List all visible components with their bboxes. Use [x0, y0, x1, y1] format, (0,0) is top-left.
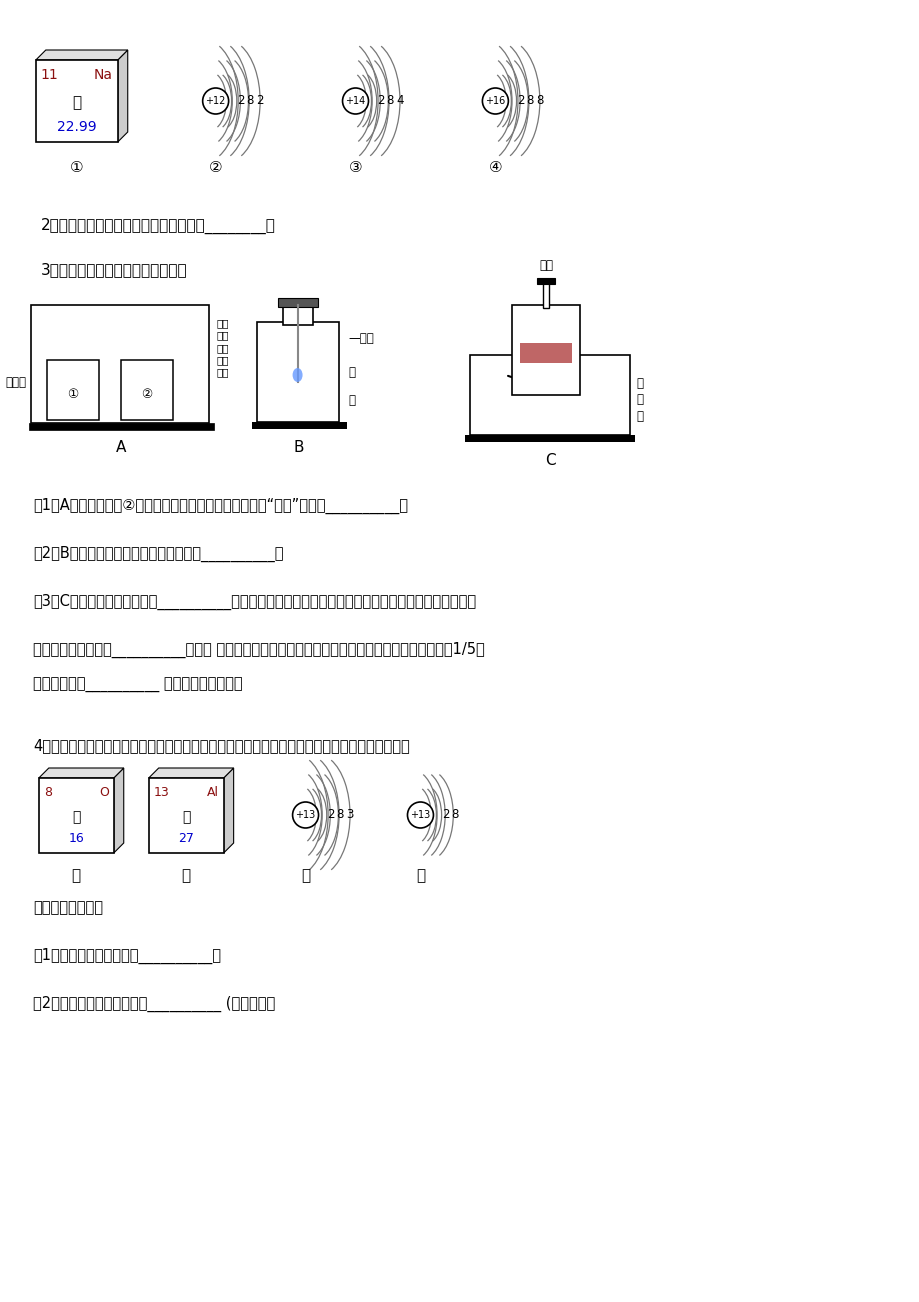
- Text: 甲: 甲: [72, 868, 81, 883]
- Text: 8: 8: [386, 95, 393, 108]
- Text: 丁: 丁: [415, 868, 425, 883]
- Text: 种现象说明氮气具有__________的性质 若从烧杯中进入集气瓶内水的体积明显小于瓶内原空气体积的1/5，: 种现象说明氮气具有__________的性质 若从烧杯中进入集气瓶内水的体积明显…: [33, 642, 484, 659]
- Text: 水: 水: [348, 393, 355, 406]
- Bar: [36, 60, 118, 142]
- Bar: [48, 388, 97, 419]
- Text: 8: 8: [246, 95, 254, 108]
- Circle shape: [202, 89, 229, 115]
- Bar: [251, 422, 346, 428]
- Text: 16: 16: [68, 832, 84, 845]
- Text: 8: 8: [526, 95, 533, 108]
- Text: 红
磷: 红 磷: [636, 378, 642, 406]
- Bar: [465, 435, 635, 441]
- Polygon shape: [149, 768, 233, 779]
- Bar: [149, 779, 223, 853]
- Text: 滴入
酚酞
溶液
的蒸
馏水: 滴入 酚酞 溶液 的蒸 馏水: [216, 318, 229, 378]
- Bar: [512, 305, 580, 395]
- Bar: [471, 397, 629, 434]
- Text: 硫: 硫: [348, 366, 355, 379]
- Text: 请回答下列问题：: 请回答下列问题：: [33, 900, 103, 915]
- Text: 2: 2: [377, 95, 384, 108]
- Text: 27: 27: [178, 832, 194, 845]
- Bar: [120, 359, 173, 421]
- Bar: [121, 388, 172, 419]
- Text: 22.99: 22.99: [57, 120, 96, 134]
- Circle shape: [407, 802, 433, 828]
- Text: 4、在元素周期表中有关氧元素、铝元素的信息如图中甲乙所示，丙丁为两种粒子的结构示意图。: 4、在元素周期表中有关氧元素、铝元素的信息如图中甲乙所示，丙丁为两种粒子的结构示…: [33, 738, 409, 753]
- Text: ①: ①: [67, 388, 78, 401]
- Text: A: A: [116, 440, 126, 454]
- Bar: [28, 423, 213, 430]
- Text: 2: 2: [441, 809, 448, 822]
- Text: （2）B中集气瓶底部有少量水，其作用是__________。: （2）B中集气瓶底部有少量水，其作用是__________。: [33, 546, 283, 562]
- Text: +13: +13: [410, 810, 430, 820]
- Text: +12: +12: [205, 96, 225, 105]
- Text: 2: 2: [255, 95, 264, 108]
- Text: Al: Al: [207, 786, 219, 799]
- Text: ①: ①: [70, 160, 84, 174]
- Bar: [537, 279, 555, 284]
- Bar: [470, 355, 630, 435]
- Text: 13: 13: [153, 786, 169, 799]
- Text: （3）C中反应的符号表达式是__________实验完毕，集气瓶内水面上升到一定高度后，不能继续上升，这: （3）C中反应的符号表达式是__________实验完毕，集气瓶内水面上升到一定…: [33, 594, 475, 611]
- Text: 3: 3: [346, 809, 353, 822]
- Polygon shape: [114, 768, 123, 853]
- Text: 8: 8: [44, 786, 51, 799]
- Text: 乙: 乙: [181, 868, 190, 883]
- Text: Na: Na: [94, 68, 113, 82]
- Text: +16: +16: [484, 96, 505, 105]
- Text: （1）A中现象：烧杯②中溶液变红。请用分子的知识解释“变红”的原因__________。: （1）A中现象：烧杯②中溶液变红。请用分子的知识解释“变红”的原因_______…: [33, 497, 407, 514]
- Bar: [543, 283, 549, 309]
- Bar: [282, 305, 312, 326]
- Polygon shape: [223, 768, 233, 853]
- Bar: [257, 391, 337, 421]
- Text: ②: ②: [141, 388, 153, 401]
- Bar: [513, 363, 579, 395]
- Text: 8: 8: [451, 809, 459, 822]
- Text: 4: 4: [396, 95, 403, 108]
- Text: C: C: [544, 453, 555, 467]
- Bar: [278, 298, 317, 307]
- Text: 2、能保持五氧化二磷化学性质的粒子是________。: 2、能保持五氧化二磷化学性质的粒子是________。: [40, 217, 276, 234]
- Polygon shape: [39, 768, 123, 779]
- Text: 11: 11: [40, 68, 59, 82]
- Text: +13: +13: [295, 810, 315, 820]
- Text: 丙: 丙: [301, 868, 310, 883]
- Text: 钠: 钠: [72, 95, 81, 111]
- Text: 可能的原因是__________ （写出一条即可）。: 可能的原因是__________ （写出一条即可）。: [33, 678, 243, 693]
- Text: 铝: 铝: [182, 811, 190, 824]
- Text: 氧: 氧: [72, 811, 80, 824]
- Text: （1）铝元素的原子序数为__________。: （1）铝元素的原子序数为__________。: [33, 948, 221, 965]
- Text: 空气: 空气: [539, 259, 552, 272]
- Text: 3、下图是初中化学中常见的实验。: 3、下图是初中化学中常见的实验。: [40, 262, 187, 277]
- Text: 8: 8: [336, 809, 344, 822]
- Text: ③: ③: [348, 160, 362, 174]
- Text: （2）铝离子的结构示意图是__________ (丙或丁）；: （2）铝离子的结构示意图是__________ (丙或丁）；: [33, 996, 275, 1012]
- Text: 2: 2: [326, 809, 335, 822]
- Bar: [31, 305, 209, 423]
- Bar: [39, 779, 114, 853]
- Text: ④: ④: [488, 160, 502, 174]
- Bar: [520, 342, 572, 363]
- Polygon shape: [36, 49, 128, 60]
- Circle shape: [292, 802, 318, 828]
- Ellipse shape: [292, 368, 302, 381]
- Text: 2: 2: [237, 95, 244, 108]
- Circle shape: [342, 89, 369, 115]
- Circle shape: [482, 89, 508, 115]
- Text: B: B: [293, 440, 303, 454]
- Text: 水: 水: [636, 410, 642, 423]
- Bar: [256, 322, 338, 422]
- Text: ②: ②: [209, 160, 222, 174]
- Text: 8: 8: [536, 95, 543, 108]
- Text: O: O: [98, 786, 108, 799]
- Text: 浓氨水: 浓氨水: [6, 375, 27, 388]
- Polygon shape: [118, 49, 128, 142]
- Text: +14: +14: [345, 96, 365, 105]
- Text: —氧气: —氧气: [348, 332, 374, 345]
- Bar: [47, 359, 98, 421]
- Text: 2: 2: [516, 95, 524, 108]
